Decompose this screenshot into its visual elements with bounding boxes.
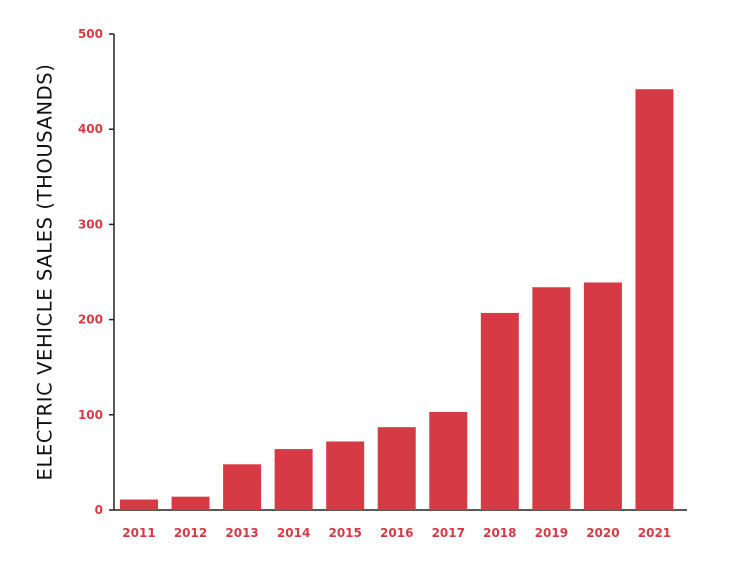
x-tick-label: 2013	[225, 526, 258, 540]
bar	[120, 499, 158, 510]
bar	[429, 411, 468, 510]
x-tick-label: 2011	[122, 526, 155, 540]
x-tick-label: 2020	[586, 526, 619, 540]
x-tick-label: 2016	[380, 526, 413, 540]
x-tick-label: 2021	[638, 526, 671, 540]
x-tick-label: 2015	[328, 526, 361, 540]
x-tick-label: 2017	[432, 526, 465, 540]
y-tick-label: 400	[78, 122, 103, 136]
x-tick-label: 2018	[483, 526, 516, 540]
y-axis-title: ELECTRIC VEHICLE SALES (THOUSANDS)	[33, 63, 57, 481]
bar	[171, 496, 210, 510]
x-tick-label: 2012	[174, 526, 207, 540]
y-tick-label: 500	[78, 27, 103, 41]
bar	[635, 89, 674, 510]
bar	[274, 449, 313, 510]
bar	[377, 427, 416, 510]
x-tick-label: 2014	[277, 526, 310, 540]
bar	[223, 464, 262, 510]
y-tick-label: 0	[95, 503, 103, 517]
x-tick-label: 2019	[535, 526, 568, 540]
y-tick-label: 100	[78, 408, 103, 422]
bar	[532, 287, 571, 510]
y-tick-label: 200	[78, 313, 103, 327]
bar	[480, 312, 519, 510]
y-tick-label: 300	[78, 217, 103, 231]
bar	[326, 441, 365, 510]
bar	[583, 282, 622, 510]
